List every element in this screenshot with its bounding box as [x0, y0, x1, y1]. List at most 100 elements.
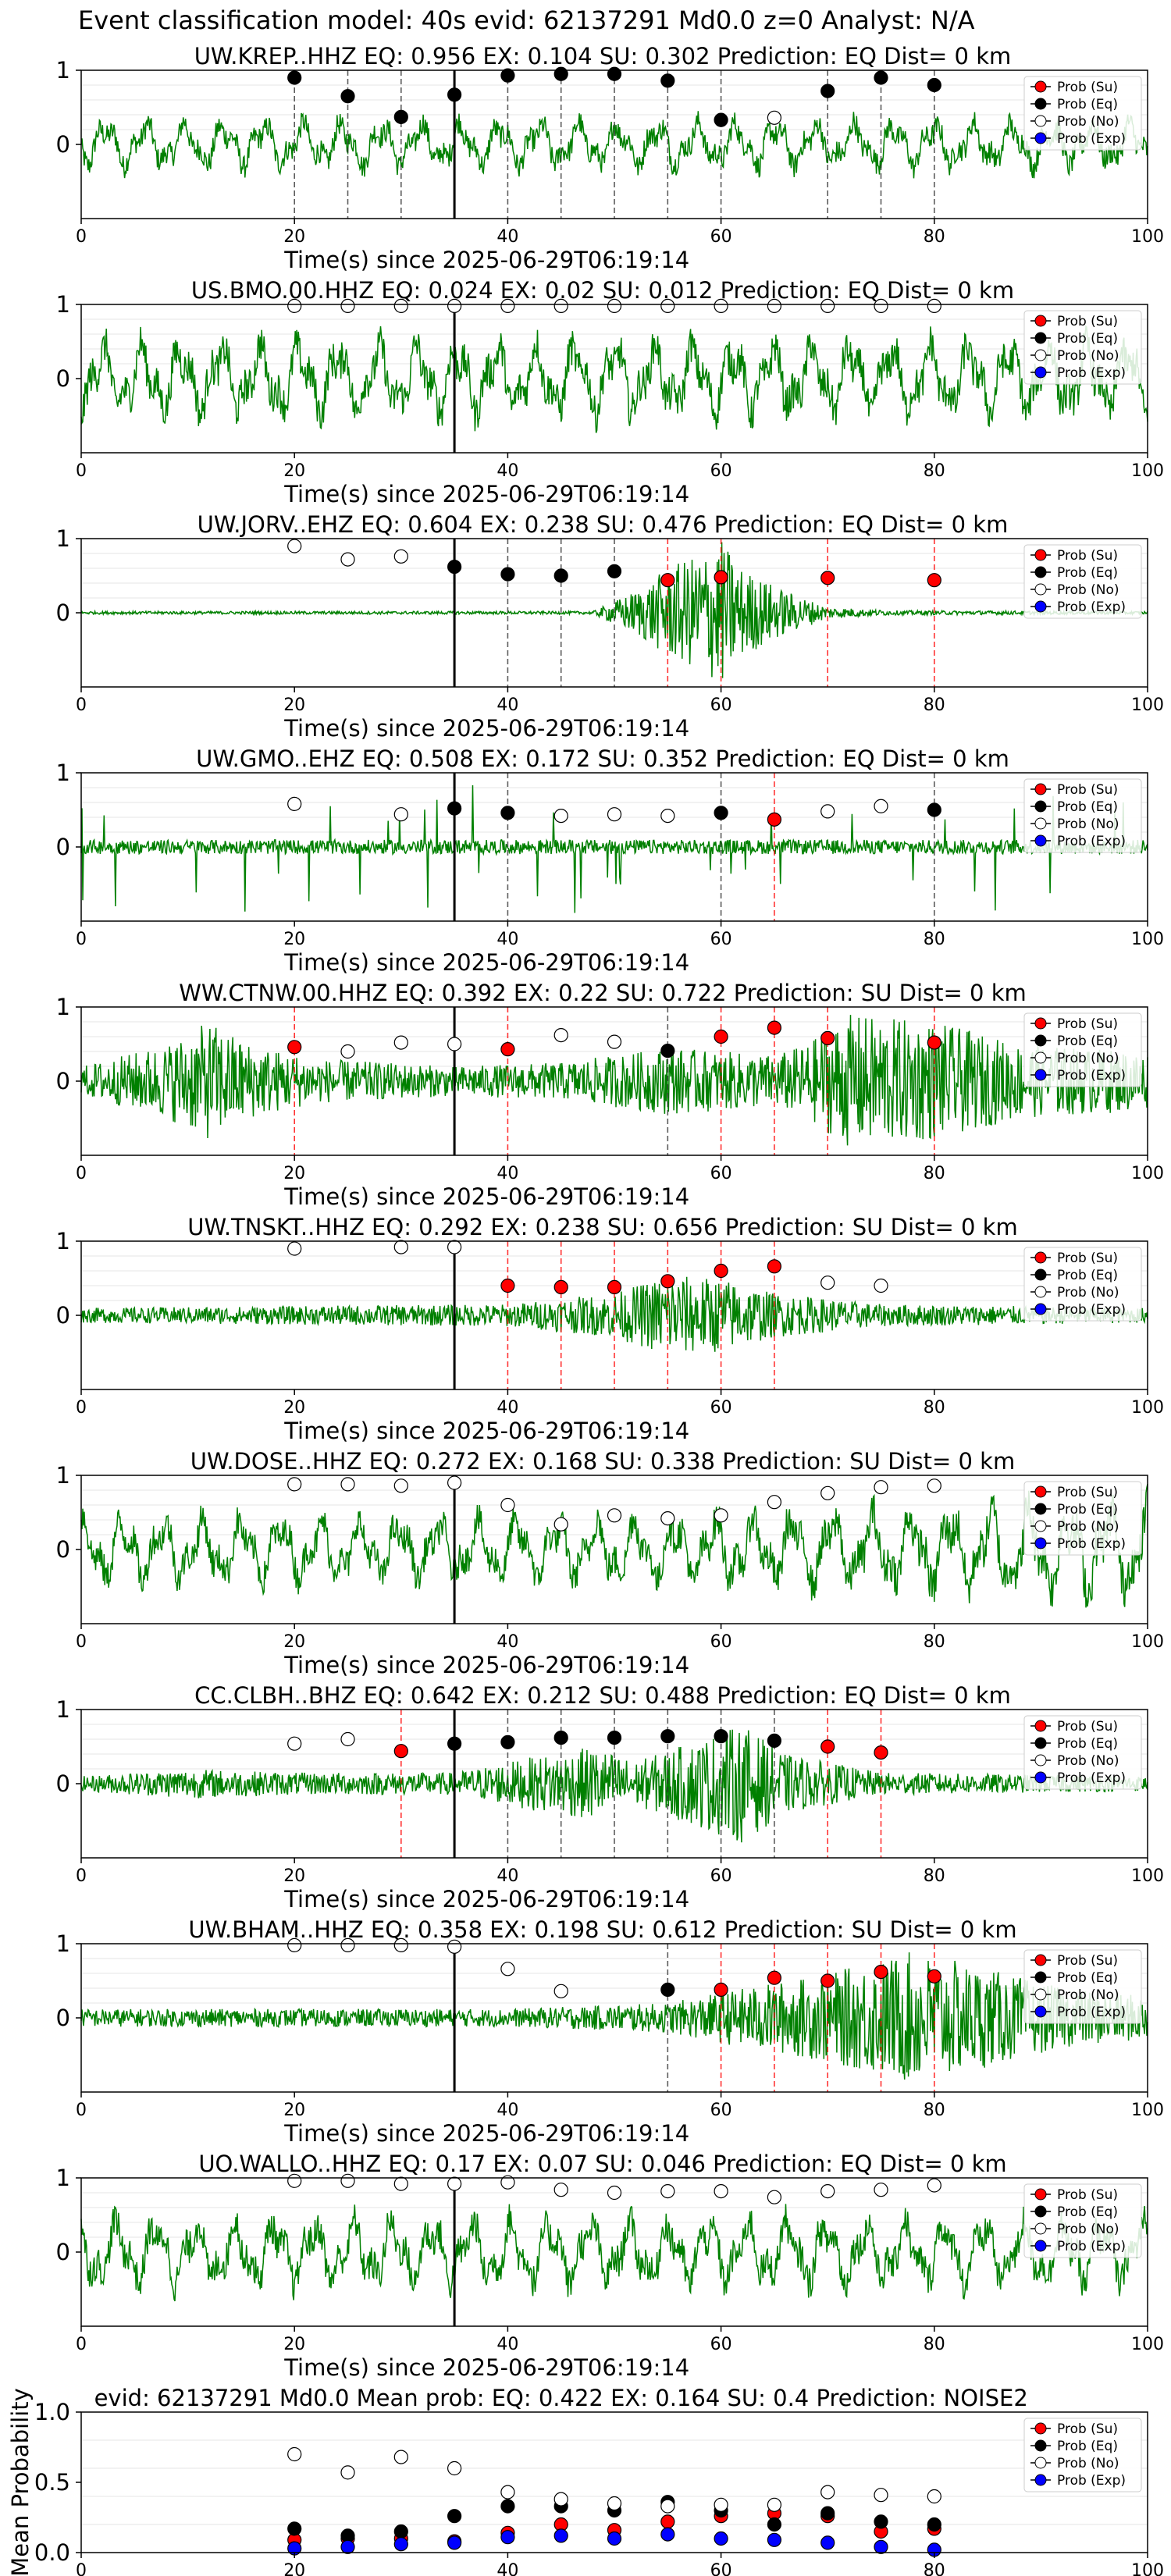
mean-prob-marker-no	[767, 2497, 782, 2512]
prob-marker-eq	[660, 1982, 675, 1997]
mean-prob-marker-eq	[874, 2514, 888, 2529]
prob-marker-no	[660, 2184, 675, 2199]
y-tick-label: 1.0	[34, 2399, 70, 2425]
x-tick-label: 0	[76, 1398, 87, 1418]
mean-prob-marker-exp	[660, 2527, 675, 2542]
x-axis-label: Time(s) since 2025-06-29T06:19:14	[283, 1183, 689, 1210]
x-tick-label: 0	[76, 930, 87, 949]
legend-label-exp: Prob (Exp)	[1057, 1068, 1126, 1083]
legend-box	[1023, 1012, 1142, 1087]
legend-marker-exp	[1034, 132, 1047, 144]
legend-box	[1023, 1949, 1142, 2024]
x-tick-label: 100	[1131, 2101, 1164, 2120]
x-tick-label: 20	[283, 1164, 305, 1183]
y-tick-label: 0	[56, 1536, 70, 1563]
legend-label-su: Prob (Su)	[1057, 1953, 1118, 1969]
x-axis-label: Time(s) since 2025-06-29T06:19:14	[283, 715, 689, 742]
x-tick-label: 20	[283, 227, 305, 247]
prob-marker-su	[714, 570, 728, 585]
panel-title: UW.KREP..HHZ EQ: 0.956 EX: 0.104 SU: 0.3…	[194, 43, 1012, 69]
legend-label-su: Prob (Su)	[1057, 1485, 1118, 1500]
legend-marker-eq	[1034, 1737, 1047, 1749]
prob-marker-eq	[553, 1731, 568, 1745]
legend-marker-eq	[1034, 332, 1047, 344]
prob-marker-no	[553, 808, 568, 824]
legend-marker-exp	[1034, 1069, 1047, 1081]
x-tick-label: 40	[497, 1164, 518, 1183]
prob-marker-eq	[660, 1729, 675, 1744]
legend-marker-eq	[1034, 800, 1047, 813]
x-tick-label: 20	[283, 2335, 305, 2354]
x-tick-label: 20	[283, 2561, 305, 2576]
legend-label-no: Prob (No)	[1057, 2456, 1119, 2471]
mean-prob-marker-exp	[447, 2535, 462, 2550]
legend: Prob (Su)Prob (Eq)Prob (No)Prob (Exp)	[1023, 1012, 1142, 1087]
y-tick-label: 1	[56, 760, 70, 786]
legend-label-eq: Prob (Eq)	[1057, 331, 1118, 347]
x-tick-label: 80	[924, 461, 945, 481]
legend: Prob (Su)Prob (Eq)Prob (No)Prob (Exp)	[1023, 2418, 1142, 2492]
legend-label-su: Prob (Su)	[1057, 80, 1118, 95]
legend-label-eq: Prob (Eq)	[1057, 1736, 1118, 1752]
x-tick-label: 100	[1131, 1632, 1164, 1652]
y-tick-label: 0	[56, 1302, 70, 1329]
x-tick-label: 0	[76, 1164, 87, 1183]
prob-marker-no	[820, 298, 835, 313]
x-tick-label: 60	[710, 2335, 732, 2354]
panel-title: evid: 62137291 Md0.0 Mean prob: EQ: 0.42…	[94, 2385, 1028, 2411]
y-tick-label: 0	[56, 834, 70, 860]
legend-marker-exp	[1034, 2005, 1047, 2018]
x-tick-label: 40	[497, 1398, 518, 1418]
legend: Prob (Su)Prob (Eq)Prob (No)Prob (Exp)	[1023, 1949, 1142, 2024]
legend-box	[1023, 778, 1142, 853]
legend-box	[1023, 2183, 1142, 2258]
x-tick-label: 60	[710, 1398, 732, 1418]
legend-marker-su	[1034, 2422, 1047, 2435]
y-tick-label: 0	[56, 2005, 70, 2031]
prob-marker-no	[767, 110, 782, 125]
mean-prob-marker-exp	[500, 2530, 515, 2545]
waveform-trace	[80, 1952, 1148, 2080]
mean-prob-marker-exp	[607, 2531, 622, 2546]
legend-label-no: Prob (No)	[1057, 2222, 1119, 2237]
prob-marker-no	[767, 2190, 782, 2204]
x-tick-label: 60	[710, 2101, 732, 2120]
x-tick-label: 80	[924, 2101, 945, 2120]
x-axis: 0 20 40 60 80 100	[76, 1624, 1164, 1652]
legend-label-no: Prob (No)	[1057, 114, 1119, 130]
prob-marker-no	[660, 1510, 675, 1526]
prob-marker-no	[874, 799, 888, 813]
x-axis: 0 20 40 60 80 100	[76, 1858, 1164, 1886]
mean-prob-marker-eq	[447, 2509, 462, 2524]
prob-marker-eq	[287, 70, 302, 85]
panel-title: WW.CTNW.00.HHZ EQ: 0.392 EX: 0.22 SU: 0.…	[179, 980, 1027, 1006]
legend-marker-exp	[1034, 2474, 1047, 2486]
prob-marker-no	[447, 1475, 462, 1490]
legend-marker-eq	[1034, 1971, 1047, 1984]
legend-label-su: Prob (Su)	[1057, 1016, 1118, 1032]
legend-label-no: Prob (No)	[1057, 348, 1119, 364]
mean-prob-marker-eq	[287, 2521, 302, 2536]
prob-marker-eq	[874, 70, 888, 85]
prob-marker-no	[874, 2183, 888, 2197]
prob-marker-eq	[607, 564, 622, 578]
y-tick-label: 1	[56, 1696, 70, 1723]
legend-label-eq: Prob (Eq)	[1057, 1502, 1118, 1517]
prob-marker-su	[714, 1263, 728, 1279]
prob-marker-no	[500, 298, 515, 313]
prob-marker-su	[927, 573, 941, 588]
prob-marker-eq	[447, 87, 462, 102]
prob-marker-no	[927, 298, 941, 313]
prob-marker-eq	[607, 66, 622, 81]
legend-label-exp: Prob (Exp)	[1057, 131, 1126, 147]
prob-marker-no	[393, 1240, 408, 1254]
mean-prob-marker-no	[927, 2489, 941, 2504]
prob-marker-no	[340, 2173, 355, 2188]
legend-marker-su	[1034, 549, 1047, 561]
legend-marker-su	[1034, 1251, 1047, 1264]
prob-marker-su	[820, 571, 835, 585]
x-tick-label: 100	[1131, 696, 1164, 715]
legend-label-no: Prob (No)	[1057, 1051, 1119, 1066]
legend-marker-exp	[1034, 600, 1047, 613]
legend-marker-su	[1034, 1485, 1047, 1498]
